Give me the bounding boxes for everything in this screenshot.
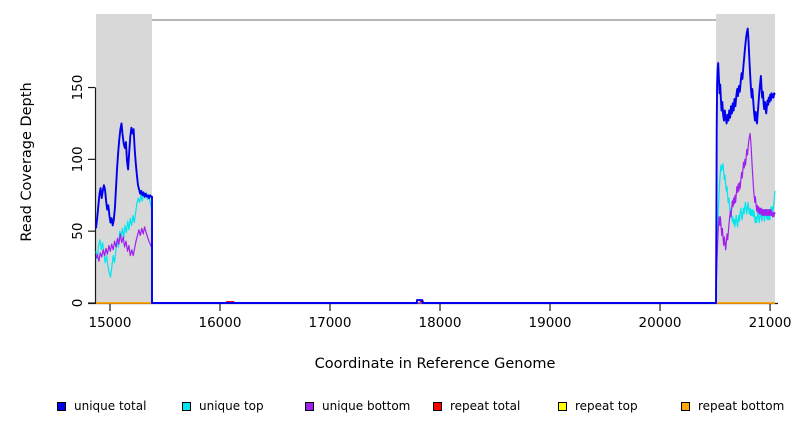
x-tick-label: 19000 bbox=[529, 315, 572, 331]
y-tick-label: 50 bbox=[70, 223, 86, 240]
legend-item-repeat-bottom: repeat bottom bbox=[681, 398, 784, 414]
x-tick-label: 21000 bbox=[749, 315, 792, 331]
legend-swatch-repeat-bottom bbox=[681, 401, 690, 411]
x-tick-label: 17000 bbox=[309, 315, 352, 331]
series-unique-total bbox=[95, 27, 776, 304]
legend-label: repeat top bbox=[575, 399, 638, 413]
legend-item-unique-bottom: unique bottom bbox=[305, 398, 410, 414]
legend-item-unique-top: unique top bbox=[182, 398, 264, 414]
legend-label: unique top bbox=[199, 399, 264, 413]
legend-swatch-unique-bottom bbox=[305, 401, 314, 411]
y-tick-label: 0 bbox=[70, 299, 86, 308]
x-tick-label: 18000 bbox=[419, 315, 462, 331]
legend-swatch-repeat-total bbox=[433, 401, 442, 411]
legend-label: unique total bbox=[74, 399, 147, 413]
x-axis-label: Coordinate in Reference Genome bbox=[314, 356, 556, 372]
legend-item-unique-total: unique total bbox=[57, 398, 146, 414]
legend-swatch-repeat-top bbox=[558, 401, 567, 411]
x-tick-label: 16000 bbox=[199, 315, 242, 331]
series-unique-bottom bbox=[95, 132, 776, 304]
legend-item-repeat-top: repeat top bbox=[558, 398, 638, 414]
legend-label: repeat total bbox=[450, 399, 521, 413]
y-tick-label: 150 bbox=[70, 75, 86, 101]
legend-label: repeat bottom bbox=[698, 399, 785, 413]
x-tick-label: 15000 bbox=[88, 315, 131, 331]
legend-swatch-unique-top bbox=[182, 401, 191, 411]
y-tick-label: 100 bbox=[70, 146, 86, 172]
y-axis-label: Read Coverage Depth bbox=[19, 82, 35, 242]
legend: unique total unique top unique bottom repea… bbox=[0, 398, 792, 418]
legend-label: unique bottom bbox=[322, 399, 411, 413]
legend-swatch-unique-total bbox=[57, 401, 66, 411]
series-unique-top bbox=[95, 163, 776, 304]
legend-item-repeat-total: repeat total bbox=[433, 398, 520, 414]
x-tick-label: 20000 bbox=[639, 315, 682, 331]
